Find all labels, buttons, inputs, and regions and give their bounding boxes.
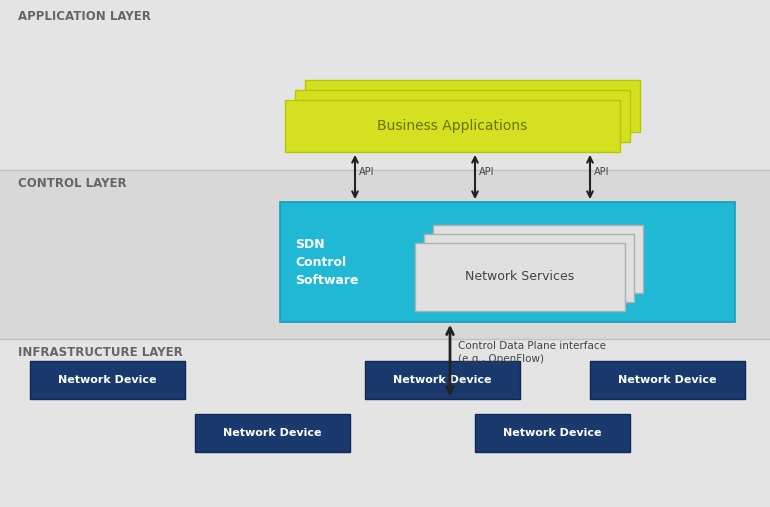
Bar xyxy=(433,225,643,293)
Text: Network Device: Network Device xyxy=(223,428,322,438)
Bar xyxy=(195,414,350,452)
Bar xyxy=(0,170,770,339)
Text: Network Device: Network Device xyxy=(393,375,492,385)
Text: API: API xyxy=(359,167,374,177)
Bar xyxy=(280,202,735,322)
Bar xyxy=(285,100,620,152)
Text: APPLICATION LAYER: APPLICATION LAYER xyxy=(18,10,151,23)
Text: Network Device: Network Device xyxy=(59,375,157,385)
Bar xyxy=(365,361,520,399)
Text: API: API xyxy=(479,167,494,177)
Text: INFRASTRUCTURE LAYER: INFRASTRUCTURE LAYER xyxy=(18,346,182,359)
Text: Network Services: Network Services xyxy=(465,271,574,283)
Text: Network Device: Network Device xyxy=(618,375,717,385)
Bar xyxy=(415,243,625,311)
Bar xyxy=(424,234,634,302)
Bar xyxy=(305,80,640,132)
Text: Control Data Plane interface
(e.g., OpenFlow): Control Data Plane interface (e.g., Open… xyxy=(458,341,606,364)
Bar xyxy=(475,414,630,452)
Text: Business Applications: Business Applications xyxy=(377,119,527,133)
Bar xyxy=(0,339,770,507)
Bar xyxy=(0,0,770,170)
Text: API: API xyxy=(594,167,610,177)
Text: Network Device: Network Device xyxy=(504,428,601,438)
Bar xyxy=(295,90,630,142)
Bar xyxy=(590,361,745,399)
Text: CONTROL LAYER: CONTROL LAYER xyxy=(18,177,126,190)
Text: SDN
Control
Software: SDN Control Software xyxy=(295,237,359,286)
Bar xyxy=(30,361,185,399)
